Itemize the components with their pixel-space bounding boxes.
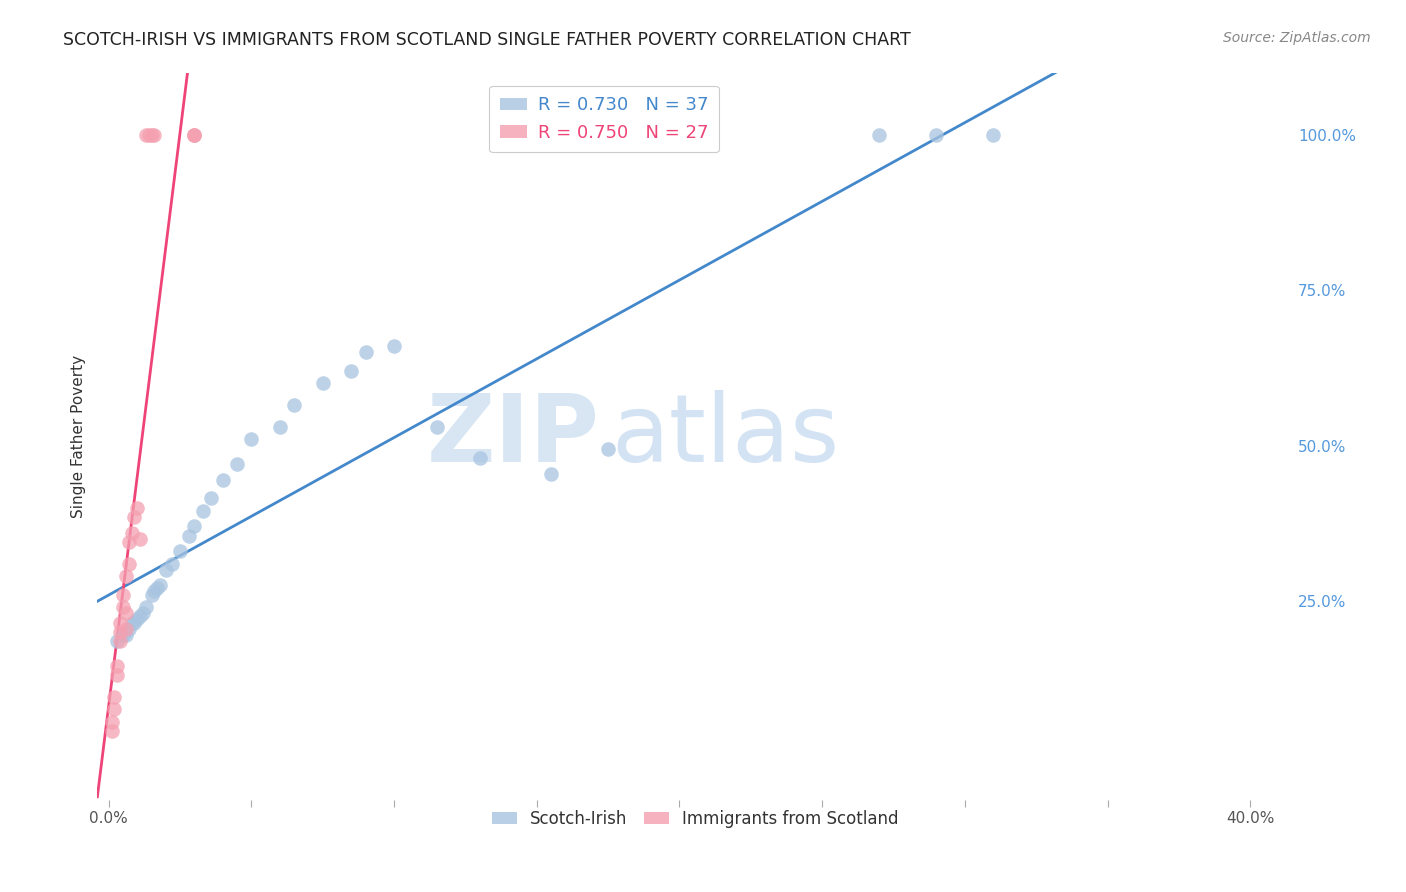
Point [169,544,191,558]
Text: SCOTCH-IRISH VS IMMIGRANTS FROM SCOTLAND SINGLE FATHER POVERTY CORRELATION CHART: SCOTCH-IRISH VS IMMIGRANTS FROM SCOTLAND… [63,31,911,49]
Point [105,659,128,673]
Point [354,345,377,359]
Point [340,364,363,378]
Point [183,128,205,142]
Point [149,578,172,592]
Point [115,622,138,636]
Legend: Scotch-Irish, Immigrants from Scotland: Scotch-Irish, Immigrants from Scotland [485,804,905,835]
Point [183,128,205,142]
Point [382,339,405,353]
Point [112,588,135,602]
Point [127,500,149,515]
Point [105,668,128,682]
Point [121,525,143,540]
Point [141,588,163,602]
Point [925,128,948,142]
Point [124,615,146,630]
Point [226,457,249,471]
Point [468,450,491,465]
Point [141,128,163,142]
Point [103,702,125,716]
Y-axis label: Single Father Poverty: Single Father Poverty [72,355,86,518]
Point [118,557,141,571]
Point [121,615,143,630]
Point [135,600,157,615]
Point [105,634,128,648]
Point [183,128,205,142]
Point [129,609,152,624]
Point [200,491,222,506]
Point [426,420,449,434]
Point [108,634,131,648]
Point [108,624,131,639]
Point [112,628,135,642]
Point [868,128,890,142]
Point [191,504,214,518]
Point [108,615,131,630]
Point [240,433,263,447]
Point [160,557,183,571]
Point [124,510,146,524]
Point [177,528,200,542]
Point [146,582,169,596]
Point [269,420,291,434]
Point [183,519,205,533]
Point [283,398,305,412]
Point [100,724,122,739]
Point [115,606,138,620]
Point [983,128,1005,142]
Point [103,690,125,704]
Point [312,376,335,391]
Point [212,473,235,487]
Point [138,128,160,142]
Point [118,622,141,636]
Point [112,600,135,615]
Point [540,467,562,481]
Point [132,606,155,620]
Point [143,584,166,599]
Point [155,563,177,577]
Text: atlas: atlas [612,391,839,483]
Point [135,128,157,142]
Point [115,569,138,583]
Point [598,442,620,456]
Text: ZIP: ZIP [426,391,599,483]
Point [143,128,166,142]
Text: Source: ZipAtlas.com: Source: ZipAtlas.com [1223,31,1371,45]
Point [127,612,149,626]
Point [100,714,122,729]
Point [129,532,152,546]
Point [115,628,138,642]
Point [118,534,141,549]
